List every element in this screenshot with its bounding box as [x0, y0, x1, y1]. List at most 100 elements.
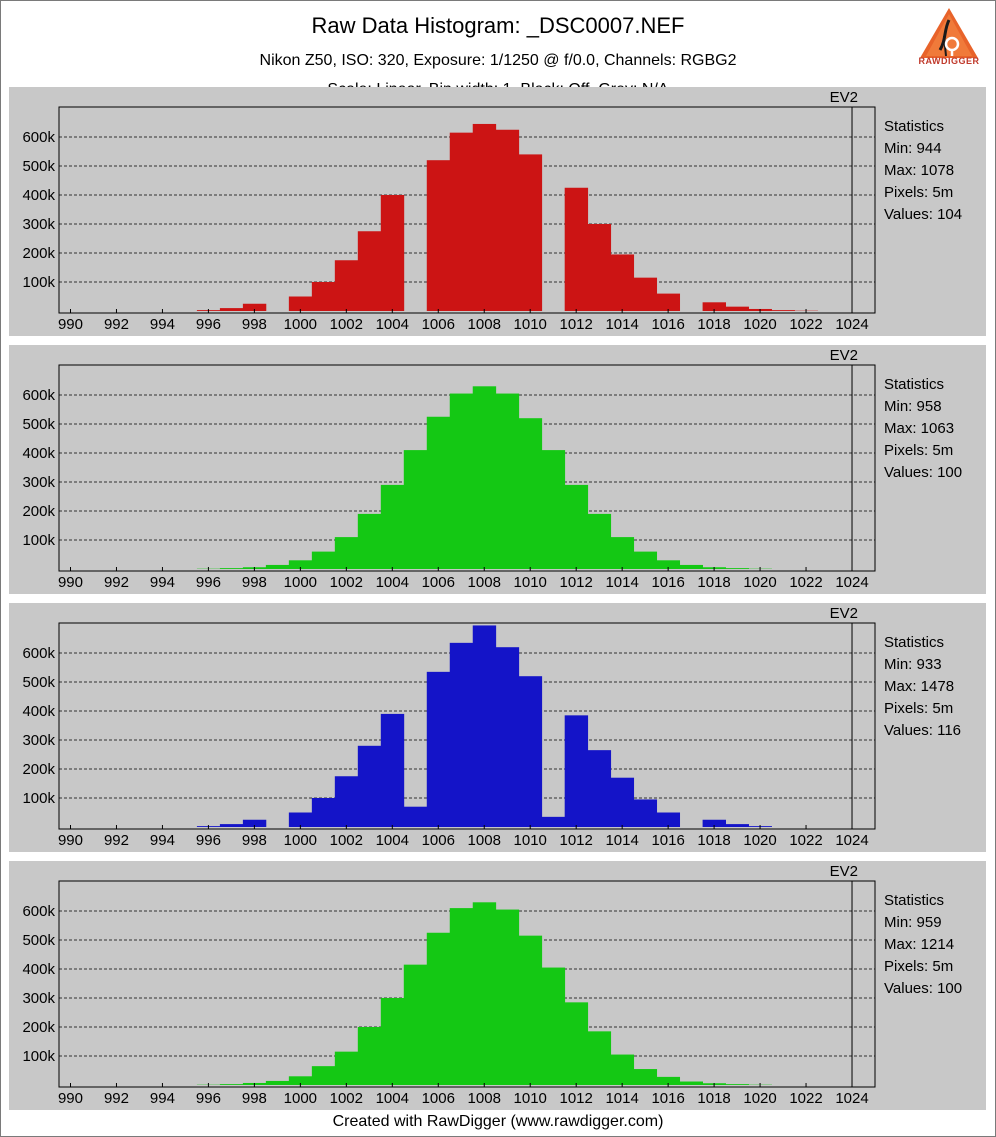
x-tick-label: 1016: [651, 1090, 684, 1107]
x-tick-label: 1008: [468, 832, 501, 849]
histogram-bar: [334, 776, 359, 827]
x-tick-label: 1016: [651, 832, 684, 849]
stat-max: Max: 1478: [884, 678, 955, 695]
histogram-bar: [426, 416, 451, 569]
x-tick-label: 996: [196, 1090, 221, 1107]
x-tick-label: 1014: [605, 316, 638, 333]
stat-max: Max: 1063: [884, 420, 955, 437]
x-tick-label: 998: [242, 1090, 267, 1107]
histogram-bar: [288, 812, 313, 827]
histogram-bar: [311, 551, 336, 569]
histogram-bar: [495, 129, 520, 311]
histogram-bar: [472, 386, 497, 569]
y-tick-label: 500k: [22, 932, 55, 949]
x-tick-label: 998: [242, 832, 267, 849]
y-tick-label: 400k: [22, 961, 55, 978]
x-tick-label: 1020: [743, 316, 776, 333]
histogram-bar: [495, 393, 520, 569]
rawdigger-logo-icon: [920, 8, 978, 58]
histogram-bar: [518, 154, 543, 311]
x-tick-label: 998: [242, 316, 267, 333]
histogram-bar: [656, 293, 681, 311]
histogram-bar: [219, 1084, 244, 1085]
histogram-bar: [564, 1002, 589, 1085]
x-tick-label: 1004: [376, 574, 409, 591]
stat-values: Values: 100: [884, 464, 963, 481]
histogram-bar: [472, 625, 497, 827]
x-tick-label: 1006: [422, 1090, 455, 1107]
stat-pixels: Pixels: 5m: [884, 700, 954, 717]
histogram-bar: [334, 1051, 359, 1085]
plot-frame: [58, 880, 876, 1088]
y-tick-label: 600k: [22, 387, 55, 404]
y-tick-label: 600k: [22, 129, 55, 146]
histogram-bar: [541, 816, 566, 827]
y-tick-label: 200k: [22, 503, 55, 520]
x-tick-label: 998: [242, 574, 267, 591]
x-tick-label: 1010: [514, 832, 547, 849]
y-tick-label: 500k: [22, 158, 55, 175]
histogram-bar: [725, 568, 749, 569]
histogram-bar: [495, 909, 520, 1085]
x-tick-label: 1018: [697, 316, 730, 333]
histogram-plot-blue: 100k 200k 300k 400k 500k 600k 990 992 994 996 998 1…: [22, 622, 876, 849]
x-tick-label: 1016: [651, 574, 684, 591]
x-tick-label: 1024: [835, 832, 868, 849]
histogram-bar: [449, 393, 474, 569]
histogram-bar: [725, 1084, 749, 1085]
y-tick-label: 200k: [22, 245, 55, 262]
statistics-box: Statistics Min: 958 Max: 1063 Pixels: 5m…: [884, 374, 962, 484]
y-tick-label: 400k: [22, 187, 55, 204]
histogram-panel-green: EV2 100k 200k 300k 400k 500k 600k 990 992 994 996…: [9, 345, 986, 594]
statistics-heading: Statistics: [884, 634, 945, 651]
histogram-panel-blue: EV2 100k 200k 300k 400k 500k 600k 990 992 994 996…: [9, 603, 986, 852]
histogram-bar: [403, 964, 428, 1085]
x-tick-label: 1000: [284, 316, 317, 333]
histogram-bar: [449, 908, 474, 1085]
stat-values: Values: 116: [884, 722, 961, 739]
x-tick-label: 1022: [789, 1090, 822, 1107]
x-tick-label: 1008: [468, 1090, 501, 1107]
histogram-bar: [426, 671, 451, 827]
stat-max: Max: 1078: [884, 162, 955, 179]
histogram-bar: [518, 935, 543, 1085]
histogram-bar: [564, 484, 589, 569]
x-tick-label: 1020: [743, 574, 776, 591]
scale-info: Scale: Linear, Bin width: 1, Black: Off,…: [0, 80, 996, 88]
x-tick-label: 992: [104, 574, 129, 591]
x-tick-label: 1004: [376, 832, 409, 849]
x-tick-label: 1012: [559, 574, 592, 591]
x-tick-label: 1012: [559, 832, 592, 849]
histogram-bar: [679, 564, 704, 569]
footer-credit: Created with RawDigger (www.rawdigger.co…: [332, 1113, 664, 1130]
histogram-bar: [702, 819, 726, 827]
x-tick-label: 992: [104, 832, 129, 849]
x-tick-label: 1008: [468, 574, 501, 591]
histogram-bar: [311, 1066, 336, 1085]
y-tick-label: 100k: [22, 790, 55, 807]
y-tick-label: 400k: [22, 445, 55, 462]
plot-frame: [58, 622, 876, 830]
histogram-bar: [702, 302, 726, 311]
stat-pixels: Pixels: 5m: [884, 958, 954, 975]
histogram-bar: [610, 777, 635, 827]
x-tick-label: 990: [58, 1090, 83, 1107]
plot-frame: [58, 106, 876, 314]
x-tick-label: 1008: [468, 316, 501, 333]
x-tick-label: 1014: [605, 832, 638, 849]
x-tick-label: 1014: [605, 1090, 638, 1107]
scale-info-clip: Scale: Linear, Bin width: 1, Black: Off,…: [0, 78, 996, 88]
x-tick-label: 1018: [697, 832, 730, 849]
y-tick-label: 500k: [22, 416, 55, 433]
histogram-plot-green2: 100k 200k 300k 400k 500k 600k 990 992 994 996 998 1…: [22, 880, 876, 1107]
histogram-bar: [633, 551, 658, 569]
histogram-bar: [265, 1080, 290, 1085]
x-tick-label: 994: [150, 1090, 175, 1107]
histogram-bar: [610, 537, 635, 569]
plot-frame: [58, 364, 876, 572]
histogram-bar: [587, 224, 612, 311]
histogram-bar: [633, 277, 658, 311]
y-tick-label: 600k: [22, 903, 55, 920]
histogram-plot-red: 100k 200k 300k 400k 500k 600k 990 992 994 996 998 1…: [22, 106, 876, 333]
y-tick-label: 300k: [22, 732, 55, 749]
